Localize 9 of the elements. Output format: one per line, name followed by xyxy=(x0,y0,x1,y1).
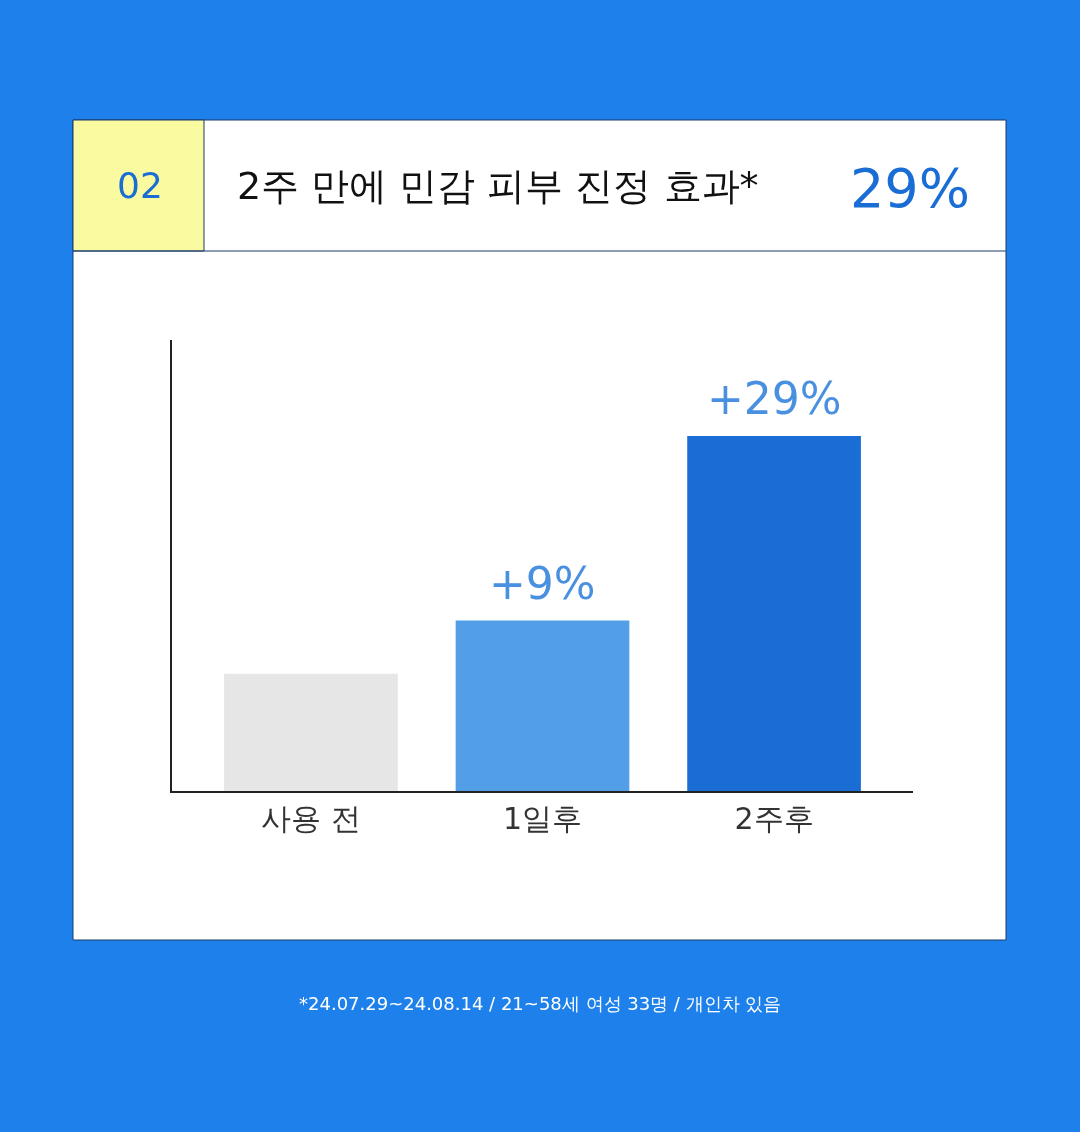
annotation: +9% xyxy=(489,558,596,609)
x-tick-label: 2주후 xyxy=(734,801,814,836)
text: 02 xyxy=(117,165,163,206)
x-tick-label: 사용 전 xyxy=(261,801,361,836)
annotation: +29% xyxy=(707,373,842,424)
x-tick-label: 1일후 xyxy=(502,801,583,836)
text: *24.07.29~24.08.14 / 21~58세 여성 33명 / 개인차 있음 xyxy=(299,993,782,1014)
chart-title: 2주 만에 민감 피부 진정 효과* xyxy=(237,164,759,208)
text: 29% xyxy=(850,157,971,220)
